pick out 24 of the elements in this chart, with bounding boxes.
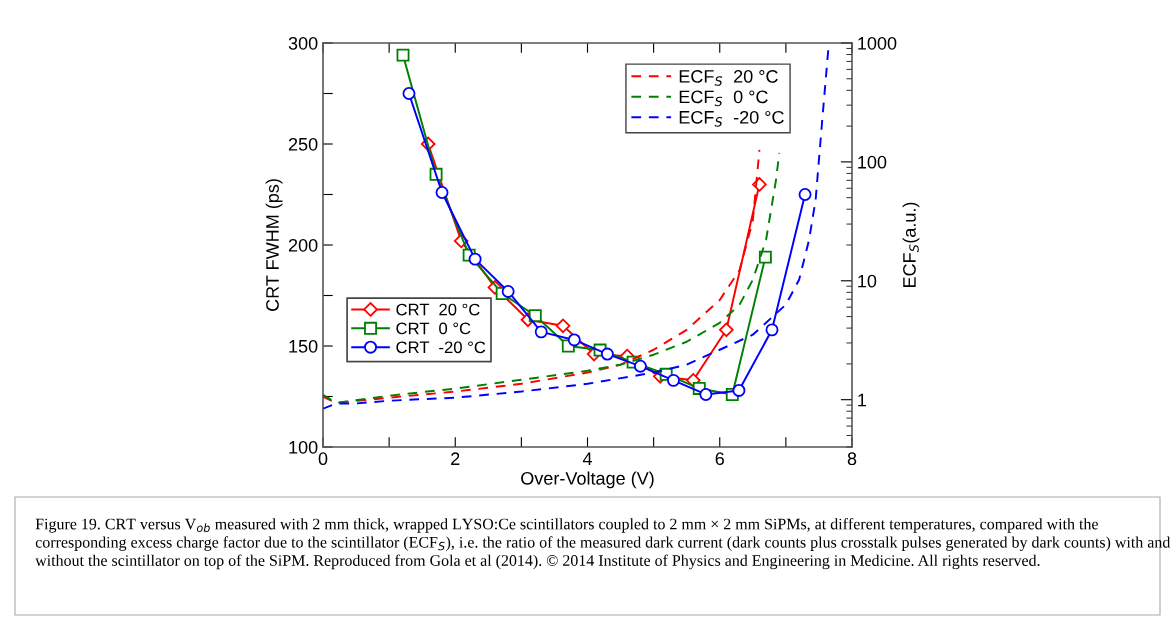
y2-tick-label: 100 bbox=[858, 155, 887, 169]
caption: Figure 19. CRT versus V$_{ob}$ measured with 2 mm thick, wrapped LYSO:Ce scintillators coupled to 2 mm × 2 mm SiPMs, at different temperatures, compared with the corresponding excess charge factor due to the scintillator (ECF$_{S}$), i.e. the ratio of the measured dark current (dark counts plus crosstalk pulses generated by dark counts) with and without the scintillator on top of the SiPM. Reproduced from Gola et al (2014). © 2014 Institute of Physics and Engineering in Medicine. All rights reserved. bbox=[35, 518, 1171, 570]
legend-label: CRT 20 °C bbox=[396, 303, 480, 316]
y2-tick-label: 10 bbox=[858, 274, 877, 288]
y-tick-label: 250 bbox=[288, 137, 318, 151]
x-tick-label: 4 bbox=[582, 452, 592, 465]
x-axis-title: Over-Voltage (V) bbox=[521, 471, 654, 489]
x-tick-label: 6 bbox=[715, 452, 724, 466]
legend-label: ECF$_{S}$ -20 °C bbox=[679, 110, 784, 127]
legend-label: ECF$_{S}$ 20 °C bbox=[679, 70, 778, 86]
y-tick-label: 150 bbox=[289, 339, 318, 353]
y-tick-label: 200 bbox=[288, 238, 318, 252]
x-tick-label: 8 bbox=[847, 452, 857, 466]
x-tick-label: 2 bbox=[451, 452, 460, 465]
x-tick-label: 0 bbox=[318, 452, 328, 466]
y-axis-title: CRT FWHM (ps) bbox=[265, 179, 283, 311]
y2-tick-label: 1 bbox=[858, 393, 867, 407]
y2-axis-title: ECF$_{S}$(a.u.) bbox=[902, 202, 920, 288]
legend-label: CRT 0 °C bbox=[396, 322, 471, 335]
y-tick-label: 100 bbox=[289, 440, 318, 454]
y-tick-label: 300 bbox=[288, 36, 318, 50]
legend-label: CRT -20 °C bbox=[396, 341, 486, 354]
y2-tick-label: 1000 bbox=[858, 36, 897, 50]
legend-label: ECF$_{S}$ 0 °C bbox=[679, 90, 768, 107]
